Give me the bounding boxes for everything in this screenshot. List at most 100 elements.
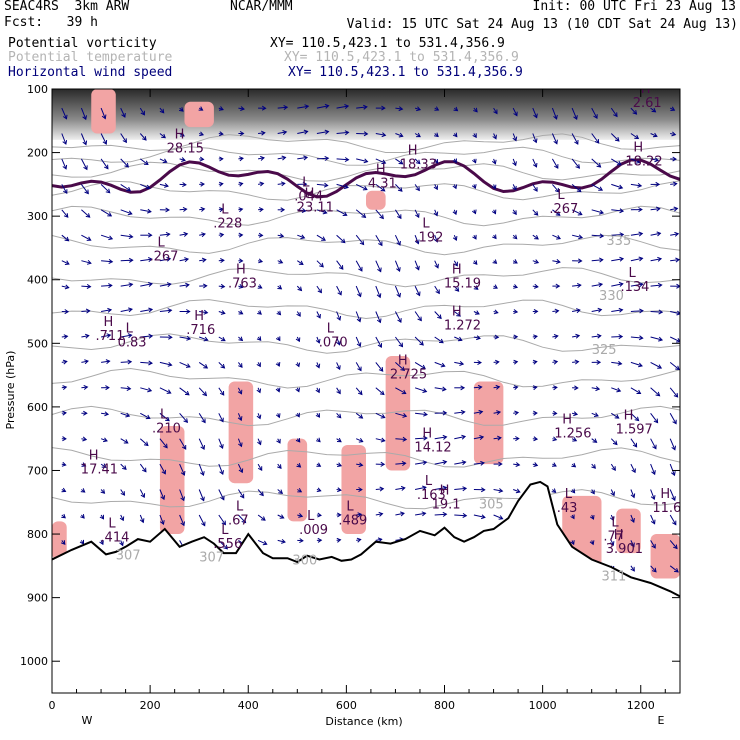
pv-positive-patch — [473, 381, 504, 465]
wind-vector-head — [283, 105, 289, 111]
wind-vector-head — [63, 189, 68, 195]
wind-vector-head — [261, 105, 267, 111]
wind-vector-head — [637, 362, 643, 368]
wind-vector-head — [295, 362, 301, 368]
wind-vector-head — [296, 462, 302, 468]
wind-vector — [454, 436, 466, 440]
field-potential-temperature: Potential temperature — [8, 50, 173, 65]
wind-vector-head — [590, 489, 595, 495]
wind-vector-head — [62, 436, 67, 442]
model-title: SEAC4RS 3km ARW — [4, 0, 130, 14]
wind-vector-head — [258, 258, 264, 264]
wind-vector-head — [452, 236, 458, 241]
wind-vector-head — [337, 290, 342, 296]
wind-vector-head — [241, 518, 247, 524]
wind-vector-head — [498, 515, 504, 520]
wind-vector — [630, 565, 635, 572]
wind-vector-head — [577, 211, 583, 216]
wind-vector — [139, 133, 147, 141]
wind-vector — [572, 335, 580, 338]
wind-vector — [395, 133, 403, 137]
wind-vector — [532, 184, 538, 192]
wind-vector-head — [434, 263, 439, 269]
wind-vector — [434, 209, 438, 216]
wind-vector — [100, 133, 107, 145]
wind-vector — [100, 209, 112, 217]
wind-vector — [139, 438, 149, 446]
wind-vector — [395, 487, 405, 490]
wind-vector-head — [492, 134, 497, 140]
wind-vector-head — [553, 334, 559, 339]
wind-vector-head — [616, 161, 622, 166]
wind-vector-head — [533, 308, 539, 315]
wind-vector — [179, 412, 188, 423]
wind-vector — [198, 514, 206, 526]
wind-vector-head — [575, 333, 581, 339]
wind-vector-head — [634, 416, 640, 422]
wind-vector-head — [493, 109, 498, 115]
wind-vector-head — [454, 287, 460, 292]
wind-vector — [316, 131, 329, 134]
wind-vector — [199, 259, 206, 262]
wind-vector — [650, 133, 658, 137]
wind-vector — [414, 260, 420, 270]
wind-vector-head — [344, 130, 350, 136]
wind-vector — [630, 233, 643, 236]
wind-vector-head — [83, 384, 89, 390]
extremum-low-marker: L — [157, 236, 165, 251]
wind-vector-head — [180, 470, 186, 476]
wind-vector-head — [277, 284, 283, 290]
wind-vector-head — [61, 461, 67, 467]
wind-vector — [277, 539, 286, 543]
wind-vector — [336, 105, 349, 109]
wind-vector-head — [651, 470, 656, 476]
wind-vector-head — [460, 409, 466, 415]
wind-vector-head — [513, 259, 518, 264]
field-wind-speed: Horizontal wind speed — [8, 65, 173, 80]
wind-vector-head — [532, 162, 538, 168]
wind-vector — [415, 412, 428, 416]
wind-vector — [120, 283, 133, 287]
wind-vector — [356, 106, 367, 109]
wind-vector — [218, 540, 228, 550]
wind-vector-head — [656, 231, 662, 237]
wind-vector — [650, 540, 656, 549]
wind-vector-head — [161, 133, 166, 139]
wind-vector-head — [397, 318, 402, 323]
wind-vector-head — [281, 538, 286, 544]
wind-vector-head — [637, 183, 643, 188]
wind-vector — [336, 336, 341, 345]
wind-vector — [179, 208, 187, 211]
wind-vector-head — [589, 515, 595, 520]
wind-vector-head — [362, 185, 368, 191]
pv-positive-patch — [341, 445, 366, 535]
wind-vector-head — [380, 414, 386, 419]
wind-vector-head — [238, 468, 244, 474]
wind-vector-head — [159, 108, 165, 114]
extremum-low-marker: L — [628, 266, 636, 281]
wind-vector — [415, 461, 427, 465]
wind-vector-head — [258, 207, 264, 213]
wind-vector — [414, 387, 427, 393]
wind-vector-head — [256, 336, 262, 342]
wind-vector-head — [423, 411, 428, 417]
wind-vector-head — [442, 511, 448, 517]
wind-vector-head — [181, 445, 187, 450]
wind-vector-head — [164, 183, 169, 188]
extremum-value: .210 — [152, 421, 181, 436]
wind-vector — [139, 514, 144, 523]
wind-vector — [610, 133, 620, 142]
extremum-value: 19.1 — [432, 498, 461, 513]
wind-vector-head — [480, 487, 486, 493]
wind-vector — [415, 486, 426, 490]
wind-vector-head — [182, 182, 187, 188]
wind-vector-head — [336, 413, 342, 419]
wind-vector-head — [630, 518, 635, 524]
wind-vector-head — [472, 158, 477, 164]
wind-vector-head — [258, 232, 264, 238]
wind-vector-head — [140, 493, 146, 499]
wind-vector-head — [493, 309, 499, 315]
wind-vector — [120, 489, 125, 496]
wind-vector-head — [618, 184, 624, 190]
extremum-low-marker: L — [565, 487, 573, 502]
